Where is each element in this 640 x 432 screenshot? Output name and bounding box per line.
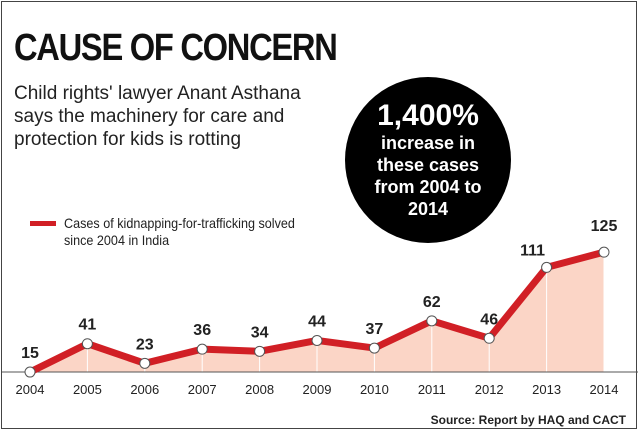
- data-point: [368, 342, 380, 354]
- chart-subtitle: Child rights' lawyer Anant Asthana says …: [14, 83, 301, 150]
- x-tick-label: 2011: [418, 382, 446, 397]
- data-label: 15: [21, 345, 39, 362]
- data-point: [426, 315, 438, 327]
- data-point: [196, 343, 208, 355]
- data-label: 111: [520, 242, 545, 259]
- data-point: [139, 357, 151, 369]
- x-tick-label: 2008: [245, 382, 274, 397]
- x-tick-label: 2006: [130, 382, 159, 397]
- data-point: [24, 366, 36, 378]
- legend: Cases of kidnapping-for-trafficking solv…: [30, 215, 334, 249]
- x-tick-label: 2005: [73, 382, 102, 397]
- data-label: 23: [136, 336, 154, 353]
- legend-label: Cases of kidnapping-for-trafficking solv…: [64, 215, 295, 248]
- data-point: [483, 332, 495, 344]
- data-label: 36: [193, 322, 211, 339]
- data-label: 125: [591, 218, 618, 235]
- data-label: 37: [366, 321, 384, 338]
- data-label: 62: [423, 294, 441, 311]
- x-tick-label: 2004: [16, 382, 45, 397]
- source-note: Source: Report by HAQ and CACT: [430, 413, 626, 427]
- x-tick-label: 2014: [590, 382, 619, 397]
- callout-percentage: 1,400%: [377, 99, 479, 132]
- data-label: 34: [251, 324, 269, 341]
- callout-text: increase in these cases from 2004 to 201…: [374, 133, 482, 219]
- x-tick-label: 2010: [360, 382, 389, 397]
- x-tick-label: 2013: [532, 382, 561, 397]
- data-point: [541, 261, 553, 273]
- data-label: 44: [308, 313, 326, 330]
- data-point: [81, 338, 93, 350]
- data-label: 41: [79, 317, 97, 334]
- area-fill: [30, 252, 604, 373]
- x-tick-label: 2007: [188, 382, 217, 397]
- chart-title: CAUSE OF CONCERN: [14, 27, 338, 69]
- x-tick-label: 2009: [303, 382, 332, 397]
- data-label: 46: [480, 311, 498, 328]
- callout-bubble: 1,400% increase in these cases from 2004…: [345, 77, 511, 243]
- legend-swatch: [30, 221, 56, 226]
- data-point: [254, 345, 266, 357]
- data-point: [598, 246, 610, 258]
- x-tick-label: 2012: [475, 382, 504, 397]
- data-point: [311, 334, 323, 346]
